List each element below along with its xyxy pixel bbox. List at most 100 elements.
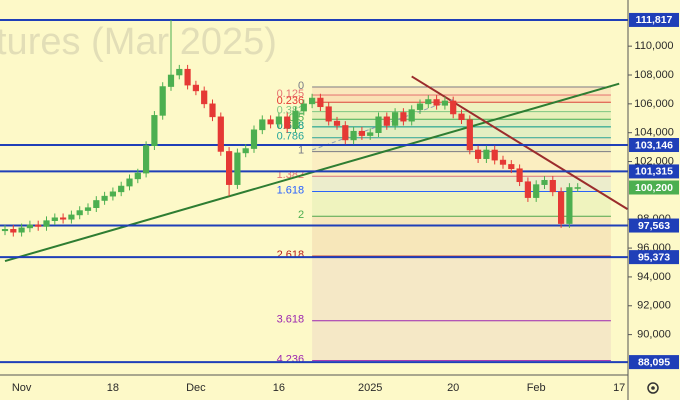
candle-body	[109, 191, 116, 197]
candle-body	[458, 113, 465, 121]
candle-body	[184, 68, 191, 86]
plot-layer	[0, 18, 629, 364]
candle-body	[400, 112, 407, 122]
candle-body	[226, 151, 233, 185]
candle-body	[167, 74, 175, 87]
candle-body	[391, 112, 399, 126]
candle-body	[118, 185, 125, 193]
candle-body	[250, 129, 258, 149]
candle-body	[491, 149, 498, 161]
candle-body	[126, 178, 133, 187]
y-tick-label: 106,000	[634, 98, 674, 110]
x-tick-label: 2025	[358, 382, 382, 394]
candle-body	[483, 149, 490, 159]
last-price-box	[629, 180, 679, 195]
candle-body	[566, 187, 573, 224]
settings-icon[interactable]	[647, 382, 659, 394]
candle-body	[151, 115, 158, 146]
price-tag: 95,373	[638, 251, 670, 263]
candle-body	[549, 179, 556, 193]
price-tag-box	[629, 12, 679, 27]
price-tag-box	[629, 138, 679, 153]
candle-body	[408, 109, 415, 122]
y-tick-label: 90,000	[637, 329, 671, 341]
candle-body	[300, 103, 307, 112]
price-tag-box	[629, 355, 679, 370]
candle-body	[176, 68, 183, 76]
candle-body	[1, 229, 9, 232]
candle-body	[101, 195, 108, 201]
candle-body	[35, 224, 42, 227]
fib-label: 1	[298, 144, 304, 156]
y-tick-label: 94,000	[637, 271, 671, 283]
candle-body	[450, 100, 457, 115]
candle-body	[292, 110, 299, 129]
price-tag: 103,146	[635, 139, 673, 151]
fib-label: 4.236	[277, 354, 305, 366]
candle-body	[201, 90, 208, 105]
trendline	[311, 99, 454, 151]
x-tick-label: Dec	[186, 382, 206, 394]
fib-label: 3.618	[277, 314, 305, 326]
candle-body	[84, 207, 92, 211]
watermark: tures (Mar 2025)	[0, 21, 277, 63]
y-tick-label: 110,000	[635, 40, 674, 52]
candle-body	[425, 99, 432, 105]
candle-body	[358, 130, 366, 136]
candle-body	[234, 152, 241, 185]
y-tick-label: 108,000	[634, 69, 674, 81]
candle-body	[375, 116, 382, 133]
fib-label: 1.618	[277, 184, 305, 196]
candle-body	[192, 84, 200, 92]
candle-body	[143, 145, 150, 174]
candle-body	[317, 97, 324, 108]
axis-layer: 90,00092,00094,00096,00098,000102,000104…	[12, 12, 679, 394]
fib-label: 0.236	[277, 95, 305, 107]
fib-band	[312, 151, 611, 177]
candle-body	[59, 217, 67, 220]
candle-body	[533, 184, 540, 198]
x-tick-label: 17	[613, 382, 625, 394]
fib-label: 0.125	[277, 88, 305, 100]
candle-body	[367, 132, 374, 136]
candle-body	[350, 130, 357, 141]
candle-body	[284, 116, 291, 129]
fib-band	[312, 191, 611, 217]
candle-body	[134, 172, 141, 180]
candle-body	[10, 229, 17, 233]
fib-label: 2	[298, 209, 304, 221]
candle-body	[259, 119, 266, 131]
x-tick-label: 18	[107, 382, 119, 394]
price-tag-box	[629, 250, 679, 265]
trendline	[411, 75, 629, 210]
candle-body	[333, 120, 341, 126]
fib-band	[312, 95, 611, 103]
candle-body	[325, 106, 332, 122]
candle-body	[474, 149, 482, 159]
candle-body	[308, 97, 316, 105]
candle-body	[43, 220, 50, 227]
fib-band	[312, 256, 611, 321]
price-tag: 88,095	[638, 356, 670, 368]
candle-body	[541, 179, 548, 185]
x-tick-label: 16	[273, 382, 285, 394]
price-tag: 111,817	[636, 14, 673, 26]
price-tag-box	[629, 218, 679, 233]
fib-label: 0	[298, 80, 304, 92]
candle-body	[466, 119, 473, 151]
price-tag: 97,563	[638, 220, 670, 232]
candle-body	[383, 116, 390, 126]
candle-body	[508, 164, 515, 170]
candle-body	[93, 200, 100, 208]
fib-band	[312, 126, 611, 138]
candle-body	[51, 217, 58, 221]
fib-band	[312, 86, 611, 96]
fib-band	[312, 320, 611, 361]
price-tag: 101,315	[635, 166, 673, 178]
candle-body	[342, 125, 349, 141]
candle-body	[242, 148, 249, 154]
candle-body	[18, 227, 25, 233]
candle-body	[574, 187, 581, 189]
last-price-label: 100,200	[635, 182, 673, 194]
fib-band	[312, 176, 611, 192]
